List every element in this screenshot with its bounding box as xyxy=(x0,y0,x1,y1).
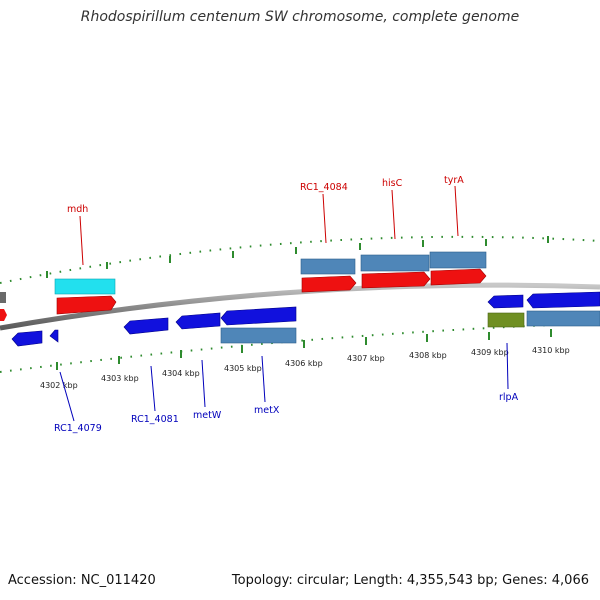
gene-label-hisc[interactable]: hisC xyxy=(382,178,403,189)
cds-rc1-4079 xyxy=(11,330,43,347)
gene-label-rc1-4084[interactable]: RC1_4084 xyxy=(300,182,348,193)
cds-mdh xyxy=(56,295,117,315)
gene-tyra xyxy=(429,251,487,269)
kbp-label: 4306 kbp xyxy=(285,359,323,368)
cds-hisc xyxy=(361,271,431,289)
cds-right xyxy=(526,291,600,309)
gene-feature-partial[interactable] xyxy=(0,292,6,303)
genome-summary-text: Topology: circular; Length: 4,355,543 bp… xyxy=(231,573,589,588)
gene-hisc xyxy=(360,254,430,272)
gene-label-rc1-4079[interactable]: RC1_4079 xyxy=(54,423,102,434)
gene-label-rlpa[interactable]: rlpA xyxy=(499,392,519,403)
gene-label-mdh[interactable]: mdh xyxy=(67,204,88,215)
outer-major-ticks xyxy=(46,236,549,278)
gene-mdh-rna xyxy=(54,278,116,295)
kbp-label: 4307 kbp xyxy=(347,354,385,363)
kbp-label: 4305 kbp xyxy=(224,364,262,373)
gene-rlpa xyxy=(487,312,525,328)
accession-text: Accession: NC_011420 xyxy=(8,573,156,588)
bottom-leader-lines xyxy=(59,342,509,422)
kbp-label: 4310 kbp xyxy=(532,346,570,355)
gene-rc1-4084 xyxy=(300,258,356,275)
kbp-label: 4302 kbp xyxy=(40,381,78,390)
cds-feature-partial[interactable] xyxy=(0,309,7,321)
chromosome-backbone xyxy=(0,282,600,331)
gene-metx xyxy=(220,327,297,344)
gene-label-metw[interactable]: metW xyxy=(193,410,222,421)
kbp-label: 4303 kbp xyxy=(101,374,139,383)
cds-metw xyxy=(175,312,221,330)
cds-rlpa-small xyxy=(487,294,524,309)
cds-metx xyxy=(220,306,297,326)
kbp-scale-labels: 4302 kbp 4303 kbp 4304 kbp 4305 kbp 4306… xyxy=(40,346,570,390)
cds-tyra xyxy=(430,268,487,286)
kbp-label: 4309 kbp xyxy=(471,348,509,357)
reverse-genes[interactable] xyxy=(11,291,600,347)
kbp-label: 4308 kbp xyxy=(409,351,447,360)
forward-genes[interactable] xyxy=(54,251,487,315)
cds-small xyxy=(49,329,59,343)
gene-label-tyra[interactable]: tyrA xyxy=(444,175,464,186)
outer-tick-track xyxy=(0,235,600,284)
kbp-label: 4304 kbp xyxy=(162,369,200,378)
gene-right xyxy=(526,310,600,327)
gene-label-metx[interactable]: metX xyxy=(254,405,280,416)
top-leader-lines xyxy=(79,185,459,266)
map-title: Rhodospirillum centenum SW chromosome, c… xyxy=(80,9,520,25)
inner-major-ticks xyxy=(56,329,552,370)
cds-rc1-4084 xyxy=(301,275,357,293)
cds-rc1-4081 xyxy=(123,317,169,335)
gene-label-rc1-4081[interactable]: RC1_4081 xyxy=(131,414,179,425)
